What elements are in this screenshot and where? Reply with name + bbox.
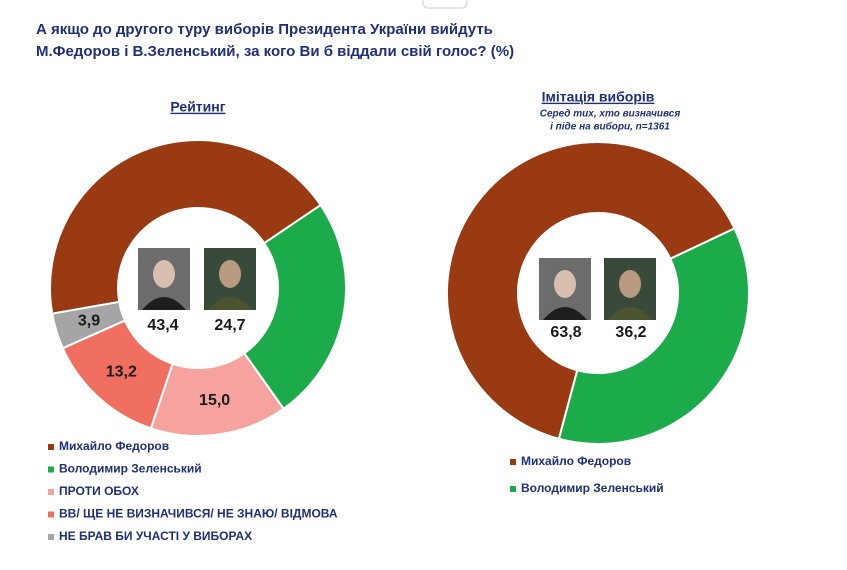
legend-label: Михайло Федоров bbox=[59, 439, 169, 453]
value-label: 15,0 bbox=[199, 392, 230, 409]
legend-swatch bbox=[48, 466, 54, 473]
chart-subtitle: Серед тих, хто визначився bbox=[540, 109, 681, 120]
photo-body bbox=[608, 307, 652, 320]
chart-title: Імітація виборів bbox=[542, 89, 655, 105]
legend-label: ВВ/ ЩЕ НЕ ВИЗНАЧИВСЯ/ НЕ ЗНАЮ/ ВІДМОВА bbox=[59, 507, 338, 521]
legend-label: Володимир Зеленський bbox=[521, 481, 664, 495]
legend-swatch bbox=[48, 489, 54, 495]
photo-face bbox=[554, 270, 576, 298]
value-label: 3,9 bbox=[78, 313, 100, 330]
title-line: А якщо до другого туру виборів Президент… bbox=[36, 21, 493, 38]
photo-face bbox=[619, 270, 641, 298]
title-line: М.Федоров і В.Зеленський, за кого Ви б в… bbox=[36, 43, 514, 60]
legend-label: Володимир Зеленський bbox=[59, 462, 202, 476]
photo-body bbox=[208, 297, 252, 310]
legend-swatch bbox=[510, 459, 516, 465]
legend-label: ПРОТИ ОБОХ bbox=[59, 484, 139, 498]
photo-body bbox=[543, 307, 587, 320]
legend-swatch bbox=[48, 444, 54, 450]
value-label: 13,2 bbox=[106, 364, 137, 381]
top-tab bbox=[422, 0, 468, 9]
chart-subtitle: і піде на вибори, n=1361 bbox=[550, 121, 670, 133]
legend-label: НЕ БРАВ БИ УЧАСТІ У ВИБОРАХ bbox=[59, 529, 252, 543]
photo-face bbox=[219, 260, 241, 288]
photo-body bbox=[142, 297, 186, 310]
value-label: 63,8 bbox=[550, 324, 581, 341]
chart-title: Рейтинг bbox=[170, 99, 225, 115]
donut-hole bbox=[518, 213, 678, 373]
value-label: 43,4 bbox=[147, 317, 178, 334]
legend-swatch bbox=[510, 486, 516, 492]
legend-label: Михайло Федоров bbox=[521, 454, 631, 468]
value-label: 36,2 bbox=[615, 324, 646, 341]
legend-swatch bbox=[48, 511, 54, 518]
photo-face bbox=[153, 260, 175, 288]
legend-swatch bbox=[48, 534, 54, 540]
value-label: 24,7 bbox=[214, 317, 245, 334]
